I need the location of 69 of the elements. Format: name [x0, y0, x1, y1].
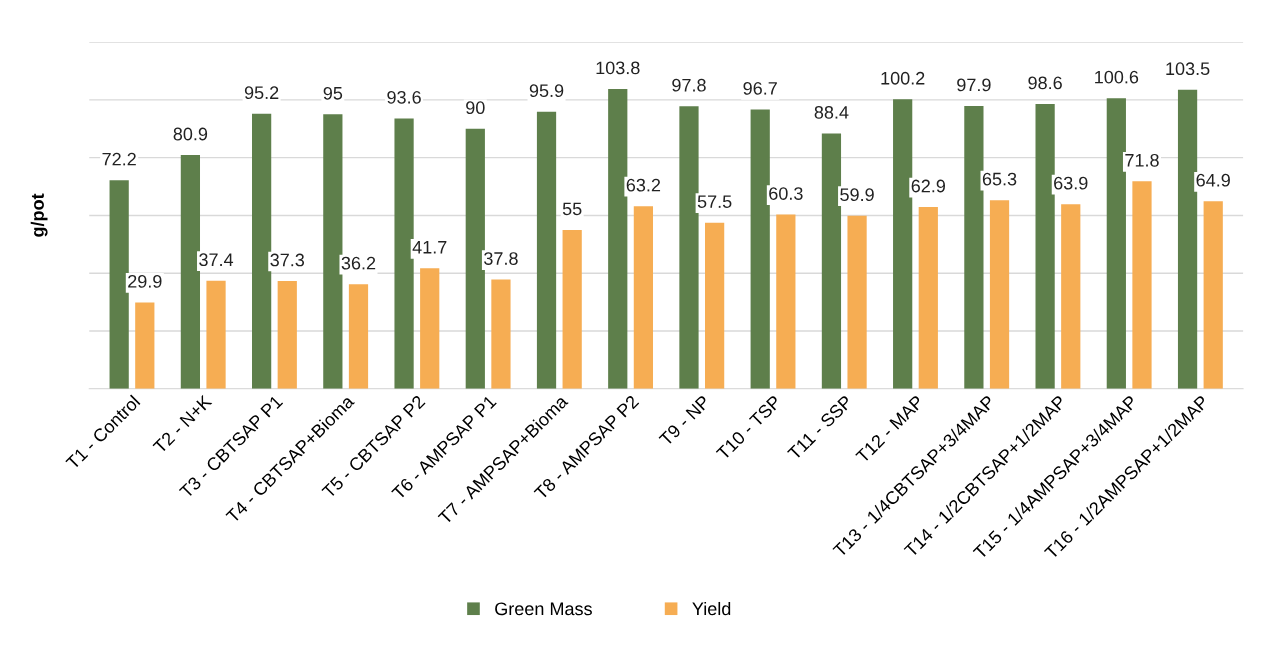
bar	[679, 106, 699, 389]
bar	[847, 215, 867, 389]
bar	[1132, 181, 1152, 389]
bar	[562, 229, 582, 389]
bar	[536, 111, 557, 389]
bar	[277, 281, 297, 389]
x-tick-label: T10 - TSP	[715, 394, 782, 461]
data-label: 37.3	[270, 253, 305, 267]
bar	[420, 268, 440, 389]
data-label: 60.3	[769, 187, 803, 200]
data-label: 62.9	[911, 179, 946, 193]
data-label: 88.4	[814, 105, 849, 119]
data-label: 103.8	[596, 61, 640, 75]
data-label: 65.3	[982, 172, 1017, 186]
data-label: 59.9	[840, 188, 874, 202]
bar	[1203, 201, 1223, 389]
bar	[252, 113, 272, 389]
bar	[109, 180, 129, 389]
bar	[750, 109, 770, 389]
data-label: 37.4	[199, 253, 234, 267]
data-label: 95	[323, 86, 343, 100]
bar	[1177, 89, 1198, 389]
data-label: 57.5	[697, 195, 732, 208]
data-label: 55	[562, 202, 582, 216]
bar	[705, 222, 725, 389]
data-label: 103.5	[1166, 62, 1210, 76]
data-label: 37.8	[484, 252, 518, 265]
bar	[491, 279, 511, 389]
legend-label: Green Mass	[495, 602, 592, 616]
bar	[918, 207, 938, 389]
data-label: 71.8	[1125, 153, 1159, 167]
data-label: 100.6	[1095, 70, 1139, 84]
bar	[821, 133, 842, 389]
legend-label: Yield	[692, 601, 731, 616]
bar	[394, 118, 414, 389]
data-label: 98.6	[1028, 76, 1062, 90]
data-label: 63.9	[1054, 176, 1088, 190]
bar	[135, 302, 155, 389]
bar	[465, 128, 485, 389]
data-label: 90	[466, 101, 485, 115]
bar	[348, 284, 369, 389]
bar	[1106, 98, 1126, 389]
data-label: 95.9	[529, 84, 564, 98]
data-label: 100.2	[881, 71, 925, 85]
data-label: 36.2	[341, 256, 376, 270]
data-label: 93.6	[387, 90, 421, 104]
bar	[633, 206, 654, 389]
y-axis-title: g/pot	[30, 193, 48, 237]
bar	[1035, 103, 1055, 389]
bar	[323, 114, 343, 389]
bar	[1061, 204, 1081, 389]
bar	[989, 200, 1010, 389]
data-label: 72.2	[102, 152, 136, 166]
data-label: 80.9	[173, 127, 208, 141]
x-tick-label: T9 - NP	[658, 394, 711, 447]
data-label: 41.7	[412, 241, 447, 254]
data-label: 64.9	[1196, 173, 1230, 187]
data-label: 63.2	[626, 178, 661, 192]
data-label: 96.7	[743, 81, 777, 95]
bar	[206, 280, 226, 389]
bar	[180, 155, 201, 389]
data-label: 29.9	[128, 274, 162, 288]
bar	[893, 99, 913, 389]
data-label: 97.8	[672, 78, 706, 92]
data-label: 95.2	[244, 86, 279, 100]
bar	[776, 214, 796, 389]
bar	[964, 105, 984, 389]
bar	[608, 88, 628, 389]
data-label: 97.9	[957, 78, 991, 92]
